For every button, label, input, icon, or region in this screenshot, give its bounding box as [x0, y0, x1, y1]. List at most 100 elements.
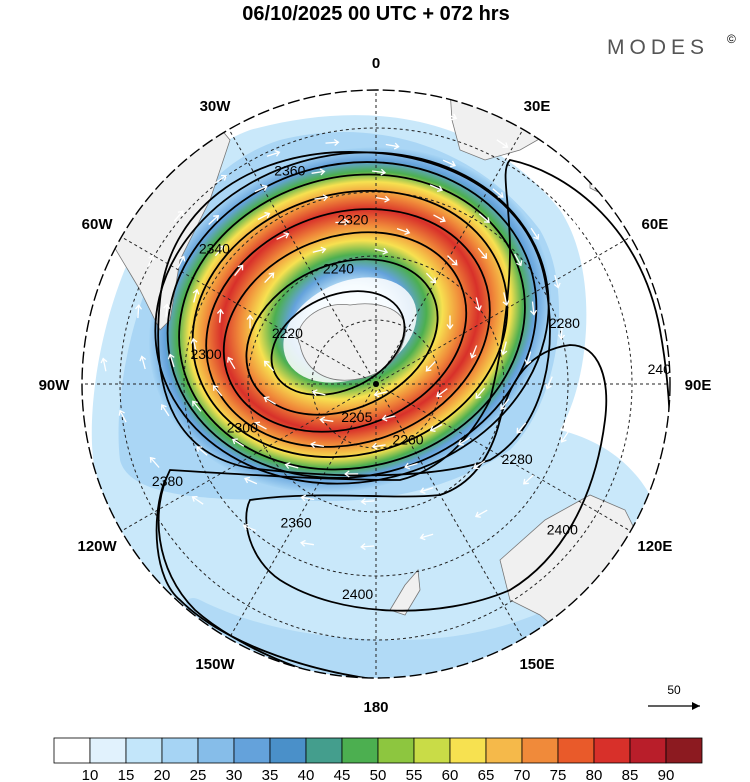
- longitude-label: 90E: [685, 377, 712, 394]
- colorbar-tick-label: 30: [226, 767, 243, 782]
- contour-label: 2380: [155, 621, 186, 637]
- contour-label: 2300: [227, 420, 258, 436]
- wind-arrow: [523, 474, 534, 485]
- wind-arrow: [163, 303, 171, 318]
- wind-arrow: [443, 112, 458, 121]
- colorbar-swatch: [89, 737, 127, 764]
- contour-label: 2280: [502, 451, 533, 467]
- wind-arrow: [311, 168, 326, 176]
- contour-label: 2400: [648, 361, 679, 377]
- wind-arrow: [263, 360, 275, 372]
- colorbar-tick-label: 55: [406, 767, 423, 782]
- wind-arrow: [246, 314, 254, 329]
- contour-2320: [166, 161, 538, 479]
- colorbar-swatch: [197, 737, 235, 764]
- wind-arrow: [276, 232, 290, 240]
- contour-label: 2400: [547, 522, 578, 538]
- wind-arrow: [516, 422, 527, 434]
- wind-arrow: [344, 470, 359, 478]
- contour-label: 2240: [323, 261, 354, 277]
- contour-label: 2280: [549, 315, 580, 331]
- wind-arrow: [433, 214, 446, 223]
- wind-arrow: [477, 247, 488, 260]
- wind-arrow: [396, 227, 411, 236]
- wind-arrow: [312, 246, 327, 254]
- contour-label: 2360: [281, 514, 312, 530]
- colorbar-swatch: [449, 737, 487, 764]
- colorbar-tick-label: 15: [118, 767, 135, 782]
- wind-arrow: [478, 213, 490, 224]
- wind-reference-value: 50: [667, 683, 681, 697]
- longitude-label: 120W: [78, 538, 118, 555]
- meridian-210: [228, 383, 377, 639]
- contour-label: 2220: [272, 325, 303, 341]
- wind-arrow: [97, 303, 104, 318]
- contour-label: 2380: [152, 473, 183, 489]
- wind-arrow: [381, 414, 396, 422]
- wind-arrow: [216, 308, 224, 323]
- wind-arrow: [373, 390, 388, 398]
- contour-label: 2300: [191, 346, 222, 362]
- wind-arrow: [284, 462, 299, 469]
- wind-arrow: [266, 149, 281, 157]
- colorbar-swatch: [161, 737, 199, 764]
- wind-arrow: [557, 325, 565, 340]
- latitude-ring-80s: [311, 319, 441, 449]
- wind-arrow: [257, 212, 271, 221]
- wind-arrow: [214, 245, 225, 257]
- wind-arrow: [472, 460, 486, 470]
- wind-arrow: [314, 194, 329, 202]
- colorbar-tick-label: 85: [622, 767, 639, 782]
- wind-arrow: [254, 421, 267, 430]
- wind-arrow: [496, 139, 509, 148]
- wind-arrow: [374, 247, 389, 255]
- wind-arrow: [429, 184, 443, 193]
- wind-arrow: [469, 345, 478, 359]
- wind-arrow: [502, 292, 510, 307]
- contour-2240: [222, 231, 468, 433]
- wind-arrow: [545, 376, 553, 390]
- contour-2360: [157, 151, 551, 477]
- geopotential-contours: [154, 151, 670, 678]
- contour-2380-west: [155, 479, 381, 678]
- wind-arrow: [118, 409, 127, 423]
- wind-arrow: [310, 441, 325, 449]
- longitude-label: 0: [372, 55, 380, 72]
- colorbar-swatch: [53, 737, 91, 764]
- wind-arrow: [264, 272, 275, 284]
- meridian-150: [375, 383, 524, 639]
- longitude-label: 60W: [82, 216, 114, 233]
- colorbar-swatch: [341, 737, 379, 764]
- colorbar-swatch: [485, 737, 523, 764]
- contour-label: 2340: [199, 240, 230, 256]
- wind-arrow: [573, 221, 582, 235]
- wind-arrow: [149, 456, 160, 468]
- wind-arrow: [385, 142, 400, 150]
- contour-2260: [205, 208, 491, 448]
- wind-arrow: [360, 498, 375, 506]
- colorbar-tick-label: 45: [334, 767, 351, 782]
- wind-arrow: [475, 387, 486, 399]
- contour-2205: [270, 290, 406, 396]
- wind-arrow: [325, 138, 340, 146]
- wind-vectors: [97, 93, 603, 551]
- longitude-labels: 0 30E 60E 90E 120E 150E 180 150W 120W 90W 60W 30W: [39, 55, 712, 716]
- longitude-label: 120E: [637, 538, 672, 555]
- map-title: 06/10/2025 00 UTC + 072 hrs: [242, 3, 509, 25]
- wind-arrow: [404, 462, 418, 470]
- wind-arrow: [166, 159, 177, 170]
- wind-arrow: [227, 356, 236, 370]
- brand-mark: ©: [727, 32, 736, 46]
- wind-arrow: [474, 509, 488, 518]
- brand-text: MODES: [607, 36, 709, 59]
- wind-arrow: [530, 227, 540, 240]
- wind-arrow: [100, 357, 108, 372]
- wind-arrow: [429, 423, 443, 432]
- wind-arrow: [208, 214, 220, 225]
- wind-arrow: [254, 184, 268, 193]
- colorbar-tick-label: 65: [478, 767, 495, 782]
- wind-arrow: [436, 388, 448, 398]
- wind-arrow: [167, 353, 175, 368]
- wind-arrow: [319, 416, 334, 424]
